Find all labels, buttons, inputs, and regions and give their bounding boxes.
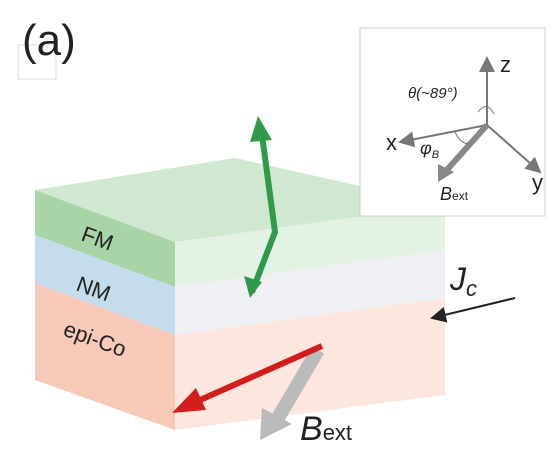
inset: z x y θ(~89°) φB Bext	[360, 28, 545, 216]
panel-label: (a)	[22, 16, 76, 65]
inset-frame	[360, 28, 545, 216]
diagram: (a) FM NM epi-Co Bext Jc	[0, 0, 550, 451]
inset-y: y	[532, 170, 543, 195]
inset-x: x	[386, 130, 397, 155]
field-sub: ext	[323, 420, 352, 445]
inset-z: z	[500, 52, 511, 77]
inset-field-main: B	[440, 184, 452, 204]
field-label: Bext	[300, 410, 352, 448]
phi-sub: B	[432, 149, 439, 161]
inset-field-sub: ext	[452, 189, 469, 203]
phi-main: φ	[420, 138, 432, 158]
current-main: J	[449, 261, 467, 297]
current-sub: c	[466, 276, 477, 301]
inset-theta: θ(~89°)	[408, 85, 458, 102]
field-main: B	[300, 410, 323, 448]
current-label: Jc	[449, 261, 477, 301]
